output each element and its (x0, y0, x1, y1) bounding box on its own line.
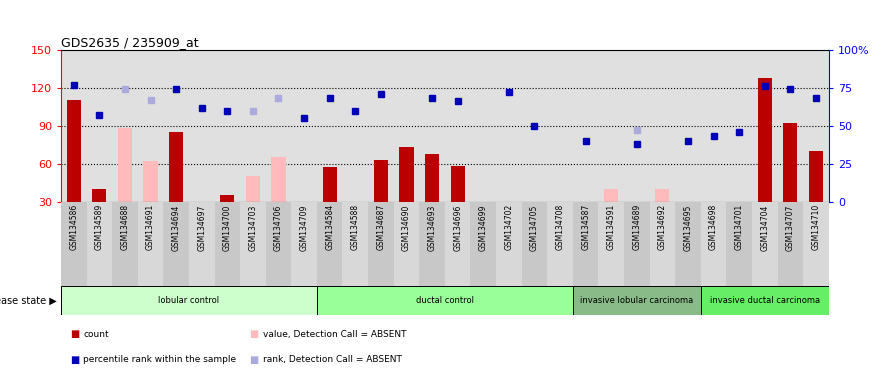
Text: GSM134697: GSM134697 (197, 204, 206, 250)
Text: GSM134702: GSM134702 (504, 204, 513, 250)
Text: lobular control: lobular control (159, 296, 220, 305)
Bar (701, 286, 829, 315)
Text: GSM134694: GSM134694 (172, 204, 181, 250)
Bar (573, 202, 599, 286)
Text: GSM134703: GSM134703 (248, 204, 257, 250)
Bar (573, 286, 701, 315)
Bar (214, 202, 240, 286)
Text: value, Detection Call = ABSENT: value, Detection Call = ABSENT (263, 330, 406, 339)
Text: GSM134707: GSM134707 (786, 204, 795, 250)
Bar (368, 202, 393, 286)
Text: GSM134589: GSM134589 (95, 204, 104, 250)
Text: GSM134584: GSM134584 (325, 204, 334, 250)
Bar (189, 202, 214, 286)
Bar (138, 202, 163, 286)
Bar (451, 166, 465, 202)
Text: GSM134695: GSM134695 (684, 204, 693, 250)
Bar (496, 202, 521, 286)
Text: percentile rank within the sample: percentile rank within the sample (83, 355, 237, 364)
Bar (66, 101, 81, 202)
Text: GSM134700: GSM134700 (223, 204, 232, 250)
Bar (291, 202, 317, 286)
Bar (752, 202, 778, 286)
Bar (220, 195, 235, 202)
Text: GSM134687: GSM134687 (376, 204, 385, 250)
Bar (650, 202, 676, 286)
Bar (783, 123, 797, 202)
Bar (163, 202, 189, 286)
Bar (246, 176, 260, 202)
Bar (727, 202, 752, 286)
Text: invasive lobular carcinoma: invasive lobular carcinoma (581, 296, 694, 305)
Text: GSM134705: GSM134705 (530, 204, 539, 250)
Bar (778, 202, 803, 286)
Text: GSM134692: GSM134692 (658, 204, 667, 250)
Text: GSM134704: GSM134704 (761, 204, 770, 250)
Bar (803, 202, 829, 286)
Text: GSM134698: GSM134698 (709, 204, 718, 250)
Bar (323, 167, 337, 202)
Bar (240, 202, 266, 286)
Bar (342, 202, 368, 286)
Bar (61, 286, 317, 315)
Text: count: count (83, 330, 109, 339)
Text: ■: ■ (249, 329, 258, 339)
Text: GSM134690: GSM134690 (402, 204, 411, 250)
Bar (400, 147, 414, 202)
Text: GSM134586: GSM134586 (69, 204, 78, 250)
Text: ■: ■ (249, 355, 258, 365)
Text: ductal control: ductal control (416, 296, 474, 305)
Text: GSM134701: GSM134701 (735, 204, 744, 250)
Bar (61, 202, 87, 286)
Text: GSM134709: GSM134709 (299, 204, 308, 250)
Bar (470, 202, 496, 286)
Text: invasive ductal carcinoma: invasive ductal carcinoma (710, 296, 820, 305)
Bar (112, 202, 138, 286)
Text: GSM134699: GSM134699 (478, 204, 487, 250)
Bar (143, 161, 158, 202)
Text: ■: ■ (70, 329, 79, 339)
Text: GSM134708: GSM134708 (556, 204, 564, 250)
Bar (655, 189, 669, 202)
Bar (676, 202, 701, 286)
Bar (425, 154, 439, 202)
Bar (809, 151, 823, 202)
Text: GSM134691: GSM134691 (146, 204, 155, 250)
Bar (604, 189, 618, 202)
Bar (624, 202, 650, 286)
Bar (317, 286, 573, 315)
Text: GSM134689: GSM134689 (633, 204, 642, 250)
Text: GSM134688: GSM134688 (120, 204, 129, 250)
Text: GSM134693: GSM134693 (427, 204, 436, 250)
Text: GDS2635 / 235909_at: GDS2635 / 235909_at (61, 36, 199, 49)
Bar (758, 78, 771, 202)
Text: GSM134710: GSM134710 (812, 204, 821, 250)
Text: GSM134591: GSM134591 (607, 204, 616, 250)
Bar (445, 202, 470, 286)
Text: GSM134587: GSM134587 (582, 204, 590, 250)
Bar (266, 202, 291, 286)
Bar (701, 202, 727, 286)
Bar (87, 202, 112, 286)
Bar (393, 202, 419, 286)
Text: GSM134588: GSM134588 (350, 204, 360, 250)
Text: ■: ■ (70, 355, 79, 365)
Text: disease state ▶: disease state ▶ (0, 295, 56, 306)
Bar (118, 128, 132, 202)
Bar (169, 132, 183, 202)
Bar (92, 189, 107, 202)
Text: GSM134706: GSM134706 (274, 204, 283, 250)
Bar (521, 202, 547, 286)
Bar (317, 202, 342, 286)
Bar (374, 160, 388, 202)
Bar (547, 202, 573, 286)
Bar (419, 202, 445, 286)
Bar (271, 157, 286, 202)
Text: rank, Detection Call = ABSENT: rank, Detection Call = ABSENT (263, 355, 401, 364)
Bar (599, 202, 624, 286)
Text: GSM134696: GSM134696 (453, 204, 462, 250)
